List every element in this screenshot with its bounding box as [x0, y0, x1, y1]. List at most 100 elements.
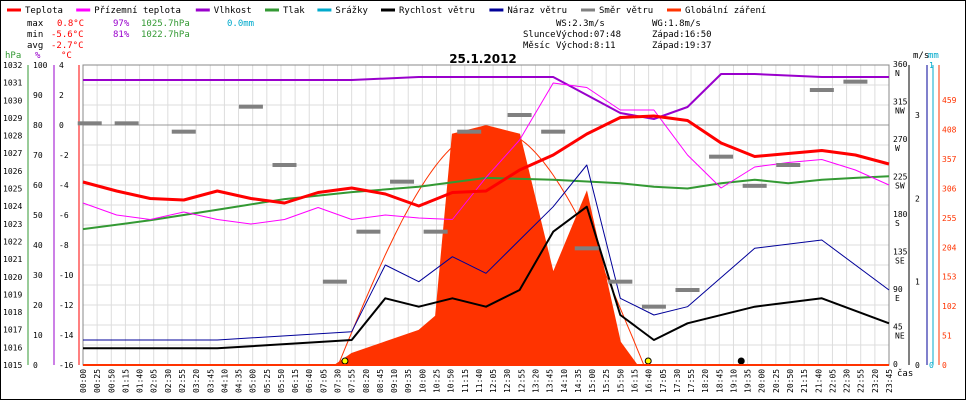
moon-set: Západ:19:37 — [652, 41, 712, 51]
x-tick-label: 17:55 — [687, 369, 696, 393]
series-radiation — [334, 125, 638, 366]
moon-label: Měsíc — [523, 41, 550, 51]
x-tick-label: 05:25 — [263, 369, 272, 393]
series-humidity — [83, 73, 889, 120]
x-tick-label: 19:10 — [729, 369, 738, 393]
y-tick-temperature: -14 — [59, 331, 74, 340]
x-tick-label: 20:00 — [758, 369, 767, 393]
sun-set: Západ:16:50 — [652, 30, 712, 40]
y-tick-pressure: 1021 — [3, 255, 22, 264]
y-tick-wind-dir: 90 — [893, 285, 903, 294]
x-tick-label: 01:40 — [136, 369, 145, 393]
wind-dir-point — [322, 279, 347, 284]
wind-dir-point — [507, 113, 532, 117]
y-tick-pressure: 1028 — [3, 132, 22, 141]
x-tick-label: 13:45 — [546, 369, 555, 393]
y-tick-wind-dir-label: E — [895, 294, 900, 303]
series-wind-gust — [83, 164, 890, 341]
wind-dir-point — [77, 121, 102, 126]
wind-dir-point — [272, 163, 297, 167]
x-tick-label: 07:05 — [319, 369, 328, 393]
y-tick-pressure: 1017 — [3, 326, 22, 335]
wind-dir-point — [809, 88, 834, 92]
x-tick-label: 13:20 — [531, 369, 540, 393]
wind-dir-point — [238, 104, 263, 109]
y-tick-wind-dir: 135 — [893, 248, 908, 257]
x-tick-label: 17:05 — [659, 369, 668, 393]
x-tick-label: 03:45 — [206, 369, 215, 393]
x-tick-label: 20:50 — [786, 369, 795, 393]
y-tick-humidity: 60 — [33, 181, 43, 190]
stat-max-hum: 97% — [113, 19, 130, 29]
axis-unit-humidity: % — [35, 51, 41, 61]
y-tick-pressure: 1015 — [3, 361, 22, 370]
wind-dir-point — [390, 179, 415, 184]
y-tick-wind-dir: 180 — [893, 210, 908, 219]
axis-unit-rain: mm — [928, 51, 939, 61]
y-tick-pressure: 1020 — [3, 273, 22, 282]
y-tick-wind-dir: 45 — [893, 323, 903, 332]
xlabel: čas — [897, 368, 913, 379]
y-tick-pressure: 1030 — [3, 96, 22, 105]
y-tick-wind-speed: 2 — [915, 194, 920, 203]
x-tick-label: 03:20 — [192, 369, 201, 393]
y-tick-wind-dir-label: N — [895, 69, 900, 78]
x-tick-label: 18:45 — [715, 369, 724, 393]
y-tick-humidity: 100 — [33, 61, 48, 70]
y-tick-pressure: 1029 — [3, 114, 22, 123]
sun-rise: Východ:07:48 — [556, 30, 621, 40]
wind-dir-point — [574, 246, 599, 251]
y-tick-wind-dir-label: W — [895, 144, 900, 153]
stat-max-label: max — [27, 19, 44, 29]
x-tick-label: 20:25 — [772, 369, 781, 393]
legend-label: Teplota — [25, 6, 63, 16]
x-tick-label: 02:55 — [178, 369, 187, 393]
y-tick-pressure: 1018 — [3, 308, 22, 317]
x-tick-label: 09:10 — [390, 369, 399, 393]
y-tick-radiation: 204 — [942, 243, 957, 252]
y-tick-pressure: 1026 — [3, 167, 22, 176]
wind-dir-point — [608, 279, 633, 284]
x-tick-label: 05:00 — [249, 369, 258, 393]
stat-min-label: min — [27, 30, 43, 40]
y-tick-temperature: 2 — [59, 91, 64, 100]
y-tick-radiation: 153 — [942, 273, 957, 282]
y-tick-temperature: -10 — [59, 271, 74, 280]
y-tick-temperature: -8 — [59, 241, 69, 250]
series-ground-temp — [82, 82, 890, 225]
x-tick-label: 05:50 — [277, 369, 286, 393]
y-tick-wind-dir-label: S — [895, 219, 900, 228]
y-tick-temperature: 0 — [59, 121, 64, 130]
x-tick-label: 14:10 — [560, 369, 569, 393]
y-tick-pressure: 1025 — [3, 185, 22, 194]
y-tick-wind-speed: 3 — [915, 111, 920, 120]
stat-avg-label: avg — [27, 41, 43, 51]
x-tick-label: 00:25 — [93, 369, 102, 393]
x-tick-label: 15:00 — [588, 369, 597, 393]
wind-wg: WG:1.8m/s — [652, 19, 701, 29]
y-tick-humidity: 20 — [33, 301, 43, 310]
legend-label: Srážky — [335, 6, 368, 16]
y-tick-temperature: 4 — [59, 61, 64, 70]
x-tick-label: 12:05 — [489, 369, 498, 393]
y-tick-wind-dir: 225 — [893, 173, 908, 182]
legend-label: Vlhkost — [214, 6, 252, 16]
x-tick-label: 16:40 — [645, 369, 654, 393]
x-tick-label: 08:45 — [376, 369, 385, 393]
legend-label: Přízemní teplota — [94, 6, 181, 16]
stat-min-temp: -5.6°C — [51, 30, 84, 40]
axis-unit-pressure: hPa — [5, 51, 21, 61]
wind-ws: WS:2.3m/s — [556, 19, 605, 29]
x-tick-label: 15:25 — [602, 369, 611, 393]
stat-avg-temp: -2.7°C — [51, 41, 84, 51]
stat-min-press: 1022.7hPa — [141, 30, 190, 40]
series-temperature — [82, 114, 890, 208]
wind-dir-point — [843, 79, 868, 84]
y-tick-wind-dir-label: SE — [895, 257, 905, 266]
sun-label: Slunce — [523, 30, 556, 40]
y-tick-temperature: -16 — [59, 361, 74, 370]
y-tick-radiation: 51 — [942, 332, 952, 341]
y-tick-radiation: 0 — [942, 361, 947, 370]
stat-max-press: 1025.7hPa — [141, 19, 190, 29]
